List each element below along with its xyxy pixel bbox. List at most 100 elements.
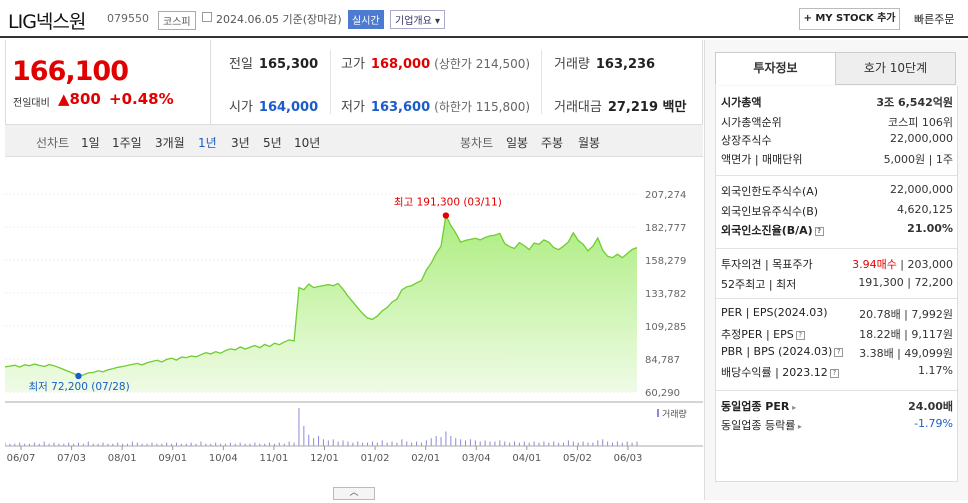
volume-bar — [450, 435, 452, 446]
volume-bar — [411, 442, 413, 446]
divider — [541, 50, 542, 114]
price-change: ▲800 — [58, 90, 101, 108]
info-row: 시가총액 3조 6,542억원 — [721, 94, 953, 113]
volume-bar — [621, 442, 623, 446]
period-3m[interactable]: 3개월 — [155, 136, 185, 150]
help-icon[interactable]: ? — [795, 330, 805, 340]
volume-bar — [386, 442, 388, 446]
volume-bar — [352, 442, 354, 446]
candle-weekly[interactable]: 주봉 — [541, 136, 564, 150]
change-label: 전일대비 — [13, 98, 50, 109]
x-tick-label: 11/01 — [260, 453, 289, 464]
volume-bar — [200, 441, 202, 446]
y-tick-label: 109,285 — [645, 322, 686, 333]
volume-bar — [254, 442, 256, 446]
info-row: 외국인한도주식수(A) 22,000,000 — [721, 183, 953, 202]
candle-monthly[interactable]: 월봉 — [578, 136, 601, 150]
volume-bar — [112, 443, 114, 446]
volume-bar — [77, 442, 79, 446]
opinion-value: 3.94매수 — [852, 258, 897, 271]
volume-bar — [73, 443, 75, 446]
info-label: 외국인보유주식수(B) — [721, 205, 819, 218]
info-row: 외국인보유주식수(B) 4,620,125 — [721, 203, 953, 222]
volume-bar — [362, 442, 364, 446]
x-tick-label: 04/01 — [512, 453, 541, 464]
quick-order-link[interactable]: 빠른주문 — [914, 13, 955, 26]
period-1y[interactable]: 1년 — [198, 136, 217, 150]
volume-bar — [523, 441, 525, 446]
price-box: 166,100 전일대비 ▲800 +0.48% — [5, 40, 211, 124]
volume-bar — [327, 440, 329, 446]
info-label: 외국인소진율(B/A)? — [721, 222, 824, 238]
info-value: 24.00배 — [908, 400, 953, 413]
realtime-button[interactable]: 실시간 — [348, 10, 384, 29]
chevron-right-icon[interactable]: ▸ — [795, 422, 802, 431]
corp-overview-dropdown[interactable]: 기업개요 ▾ — [390, 10, 445, 29]
volume-bar — [567, 440, 569, 446]
volume-bar — [406, 441, 408, 446]
volume-bar — [298, 408, 300, 446]
tab-orderbook[interactable]: 호가 10단계 — [835, 52, 956, 85]
price-chart[interactable]: 207,274 182,777 158,279 133,782 109,285 84,78… — [4, 157, 703, 500]
volume-bar — [499, 440, 501, 446]
volume-bar — [273, 443, 275, 446]
volume-bar — [416, 441, 418, 446]
period-3y[interactable]: 3년 — [231, 136, 250, 150]
volume-bar — [484, 440, 486, 446]
info-row: 시가총액순위 코스피 106위 — [721, 114, 953, 133]
volume-bar — [460, 439, 462, 446]
volume-bar — [332, 439, 334, 446]
volume-bar — [592, 442, 594, 446]
x-tick-label: 06/03 — [614, 453, 643, 464]
info-value: 22,000,000 — [890, 183, 953, 196]
volume-bar — [68, 442, 70, 446]
divider — [716, 248, 957, 249]
volume-bar — [141, 443, 143, 446]
info-value: 18.22배 | 9,117원 — [859, 328, 953, 341]
info-row: 투자의견 | 목표주가 3.94매수 | 203,000 — [721, 256, 953, 275]
info-row: 동일업종 PER ▸ 24.00배 — [721, 398, 953, 417]
volume-bar — [161, 443, 163, 446]
volume-bar — [180, 443, 182, 446]
volume-bar — [357, 441, 359, 446]
x-tick-label: 01/02 — [361, 453, 390, 464]
min-point — [75, 372, 82, 380]
volume-bar — [293, 442, 295, 446]
help-icon[interactable]: ? — [829, 368, 839, 378]
current-price: 166,100 — [12, 56, 129, 87]
volume-bar — [215, 442, 217, 446]
period-5y[interactable]: 5년 — [263, 136, 282, 150]
help-icon[interactable]: ? — [814, 226, 824, 236]
chevron-right-icon[interactable]: ▸ — [789, 403, 797, 412]
max-point — [442, 212, 450, 219]
volume-bar — [205, 443, 207, 446]
volume-bar — [126, 443, 128, 446]
candle-daily[interactable]: 일봉 — [506, 136, 529, 150]
volume-bar — [376, 442, 378, 446]
stat-amount: 거래대금 27,219 백만 — [554, 100, 687, 115]
volume-bar — [509, 442, 511, 446]
volume-bar — [288, 441, 290, 446]
info-label: PER | EPS(2024.03) — [721, 306, 828, 319]
volume-bar — [479, 441, 481, 446]
period-10y[interactable]: 10년 — [294, 136, 321, 150]
collapse-toggle[interactable]: ︿ — [333, 487, 375, 500]
x-tick-label: 07/03 — [57, 453, 86, 464]
volume-bar — [283, 443, 285, 446]
volume-bar — [420, 442, 422, 446]
info-label: 상장주식수 — [721, 134, 772, 147]
price-stats: 전일 165,300 고가 168,000 (상한가 214,500) 거래량 163,… — [211, 40, 703, 124]
period-1d[interactable]: 1일 — [81, 136, 100, 150]
min-label: 최저 72,200 (07/28) — [28, 381, 129, 393]
volume-bar — [234, 443, 236, 446]
period-1w[interactable]: 1주일 — [112, 136, 142, 150]
volume-bar — [97, 443, 99, 446]
base-date: 2024.06.05 기준(장마감) — [216, 13, 342, 26]
add-mystock-button[interactable]: + MY STOCK 추가 — [799, 8, 900, 30]
volume-bar — [430, 438, 432, 446]
volume-bar — [303, 425, 305, 446]
tab-invest-info[interactable]: 투자정보 — [715, 52, 836, 85]
info-value: 3.38배 | 49,099원 — [859, 347, 953, 360]
volume-bar — [612, 442, 614, 446]
help-icon[interactable]: ? — [834, 347, 844, 357]
